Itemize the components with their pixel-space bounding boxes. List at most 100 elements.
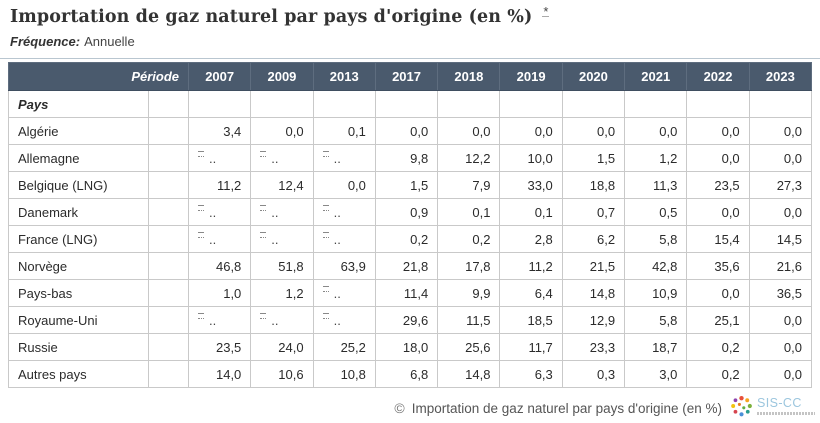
value-cell: 11,2 xyxy=(187,171,252,199)
missing-value-cell: .. xyxy=(187,306,252,334)
value-cell: 0,0 xyxy=(748,306,813,334)
table-row: France (LNG)...... 0,2 0,2 2,8 6,2 5,8 15,4 14,… xyxy=(8,225,813,253)
value-cell: 0,0 xyxy=(561,117,626,145)
value-cell: 14,8 xyxy=(437,360,501,388)
spacer-cell xyxy=(148,252,189,280)
value-cell: 21,5 xyxy=(561,252,626,280)
value-cell: 0,2 xyxy=(437,225,501,253)
flag-icon xyxy=(198,231,204,238)
value-cell: 18,5 xyxy=(499,306,563,334)
table-row: Norvège 46,8 51,8 63,9 21,8 17,8 11,2 21,5 42,8 3… xyxy=(8,252,813,280)
flag-icon xyxy=(260,312,267,319)
source-text: Importation de gaz naturel par pays d'or… xyxy=(411,400,722,416)
value-cell: 25,1 xyxy=(686,306,750,334)
country-label: Pays-bas xyxy=(8,279,149,307)
flag-icon xyxy=(260,231,267,238)
value-cell: 1,2 xyxy=(624,144,688,172)
value-cell: 6,3 xyxy=(499,360,563,388)
spacer-cell xyxy=(148,360,189,388)
footer: © Importation de gaz naturel par pays d'… xyxy=(394,394,815,422)
value-cell: 5,8 xyxy=(624,225,688,253)
value-cell: 46,8 xyxy=(187,252,252,280)
country-label: Russie xyxy=(8,333,149,361)
sis-cc-logo-text: SIS-CC xyxy=(757,396,802,410)
empty-cell xyxy=(499,90,563,118)
value-cell: 0,0 xyxy=(624,117,688,145)
value-cell: 0,0 xyxy=(312,171,376,199)
missing-value-cell: .. xyxy=(312,225,376,253)
frequency-label: Fréquence: xyxy=(10,34,81,49)
value-cell: 6,2 xyxy=(561,225,626,253)
value-cell: 14,5 xyxy=(748,225,813,253)
value-cell: 12,2 xyxy=(437,144,501,172)
missing-value-cell: .. xyxy=(250,306,314,334)
value-cell: 9,9 xyxy=(437,279,501,307)
empty-cell xyxy=(624,90,688,118)
value-cell: 11,3 xyxy=(624,171,688,199)
flag-icon xyxy=(322,204,329,211)
value-cell: 23,3 xyxy=(561,333,626,361)
country-label: Royaume-Uni xyxy=(8,306,149,334)
value-cell: 21,6 xyxy=(748,252,813,280)
value-cell: 10,9 xyxy=(624,279,688,307)
value-cell: 18,8 xyxy=(561,171,626,199)
spacer-cell xyxy=(148,144,189,172)
missing-value-cell: .. xyxy=(312,198,376,226)
value-cell: 0,7 xyxy=(561,198,626,226)
empty-cell xyxy=(312,90,376,118)
value-cell: 0,0 xyxy=(686,198,750,226)
value-cell: 25,6 xyxy=(437,333,501,361)
country-label: Autres pays xyxy=(8,360,149,388)
spacer-cell xyxy=(148,333,189,361)
table-body: Pays Algérie 3,4 0,0 0,1 0,0 0,0 0,0 0,0 0,0 0,0 0… xyxy=(8,90,813,388)
spacer-cell xyxy=(148,117,189,145)
value-cell: 1,5 xyxy=(374,171,439,199)
empty-cell xyxy=(374,90,439,118)
value-cell: 0,0 xyxy=(686,279,750,307)
value-cell: 6,8 xyxy=(374,360,439,388)
sis-cc-logo[interactable]: SIS-CC xyxy=(729,394,815,422)
separator-rule xyxy=(0,58,820,59)
value-cell: 11,4 xyxy=(374,279,439,307)
missing-value-cell: .. xyxy=(312,306,376,334)
value-cell: 10,6 xyxy=(250,360,314,388)
table-row: Pays-bas 1,0 1,2.. 11,4 9,9 6,4 14,8 10,9 0,0 36,… xyxy=(8,279,813,307)
empty-cell xyxy=(187,90,252,118)
sis-cc-logo-tagline xyxy=(757,411,815,415)
value-cell: 5,8 xyxy=(624,306,688,334)
missing-value-cell: .. xyxy=(187,144,252,172)
flag-icon xyxy=(322,150,329,157)
value-cell: 9,8 xyxy=(374,144,439,172)
spacer-cell xyxy=(148,198,189,226)
table-header-row: Période 2007 2009 2013 2017 2018 2019 2020 2021 2… xyxy=(8,62,813,91)
flag-icon xyxy=(322,312,329,319)
value-cell: 17,8 xyxy=(437,252,501,280)
table-row: Royaume-Uni...... 29,6 11,5 18,5 12,9 5,8 25,1… xyxy=(8,306,813,334)
value-cell: 0,0 xyxy=(748,360,813,388)
footnote-asterisk-link[interactable]: * xyxy=(542,4,550,19)
flag-icon xyxy=(322,231,329,238)
value-cell: 42,8 xyxy=(624,252,688,280)
value-cell: 63,9 xyxy=(312,252,376,280)
value-cell: 23,5 xyxy=(686,171,750,199)
value-cell: 51,8 xyxy=(250,252,314,280)
period-header: Période xyxy=(8,62,189,91)
value-cell: 7,9 xyxy=(437,171,501,199)
year-header: 2007 xyxy=(187,62,252,91)
country-label: France (LNG) xyxy=(8,225,149,253)
table-row: Allemagne...... 9,8 12,2 10,0 1,5 1,2 0,0 0,0 xyxy=(8,144,813,172)
value-cell: 12,4 xyxy=(250,171,314,199)
missing-value-cell: .. xyxy=(250,225,314,253)
value-cell: 33,0 xyxy=(499,171,563,199)
year-header: 2021 xyxy=(624,62,688,91)
missing-value-cell: .. xyxy=(187,225,252,253)
year-header: 2013 xyxy=(312,62,376,91)
value-cell: 0,9 xyxy=(374,198,439,226)
value-cell: 0,0 xyxy=(437,117,501,145)
spacer-cell xyxy=(148,90,189,118)
table-row: Danemark...... 0,9 0,1 0,1 0,7 0,5 0,0 0,0 xyxy=(8,198,813,226)
country-label: Algérie xyxy=(8,117,149,145)
year-header: 2017 xyxy=(374,62,439,91)
value-cell: 0,0 xyxy=(748,117,813,145)
empty-cell xyxy=(748,90,813,118)
